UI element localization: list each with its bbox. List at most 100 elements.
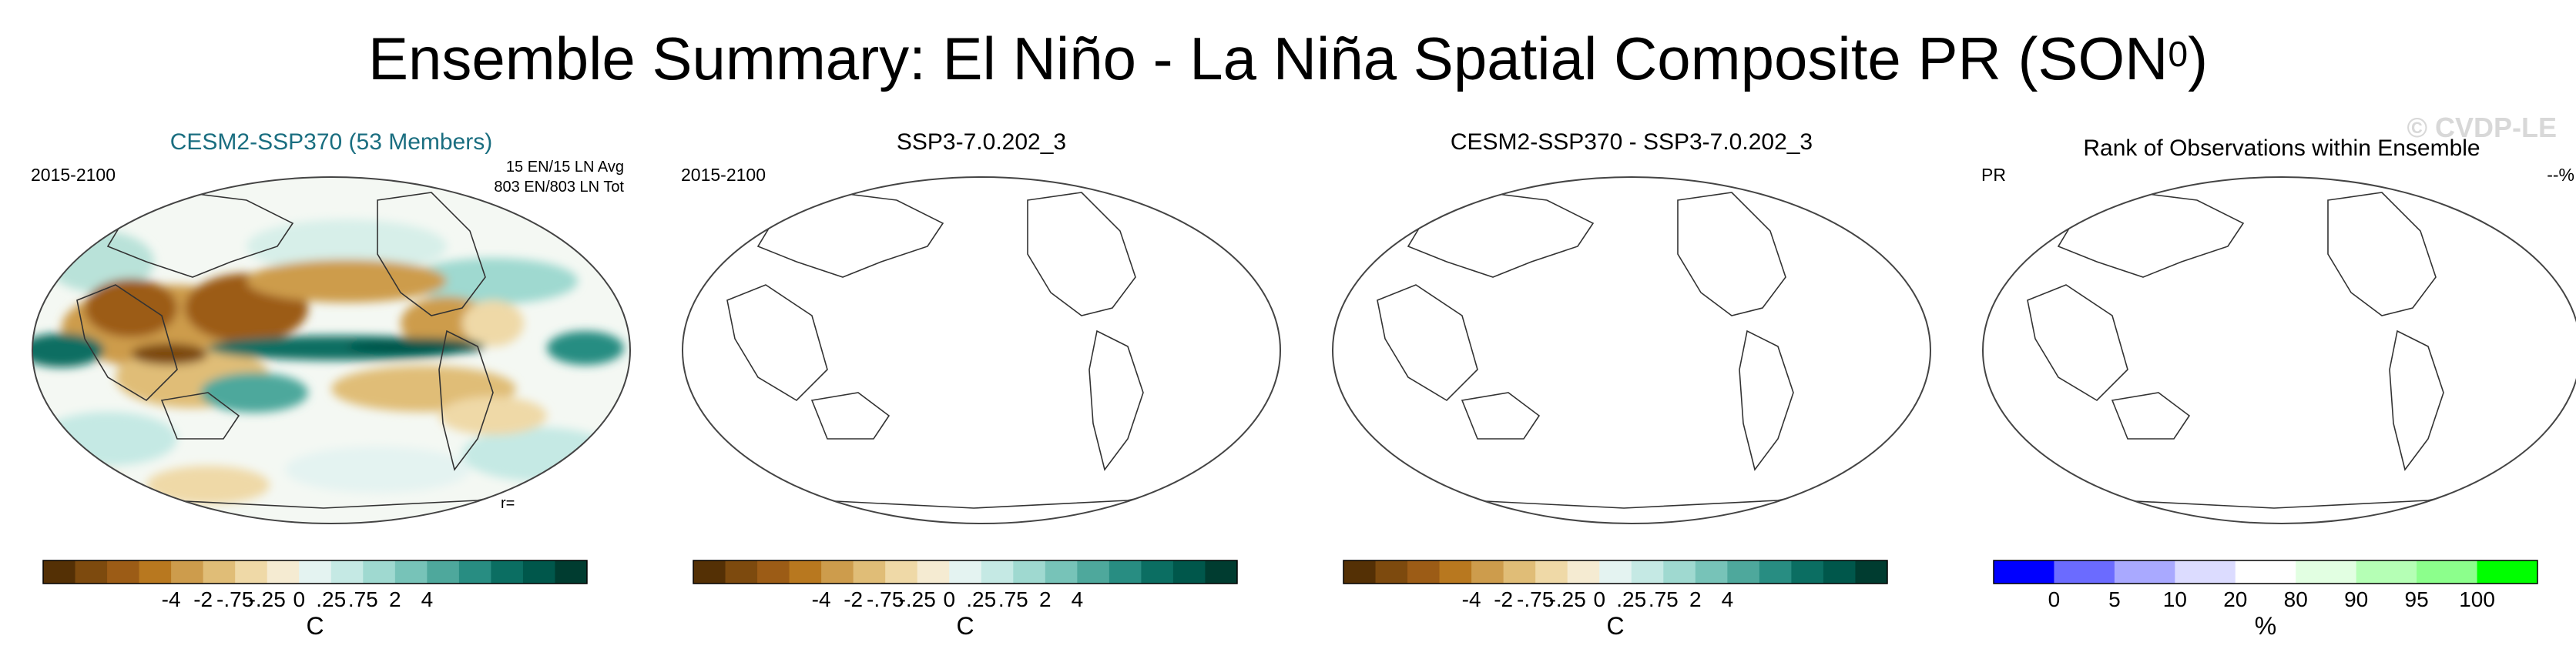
colorbar-swatch: [394, 560, 428, 584]
colorbar-swatch: [1599, 560, 1632, 584]
colorbar-tick-label: 4: [1722, 587, 1734, 611]
colorbar-tick-label: -2: [193, 587, 213, 611]
colorbar-swatch: [1727, 560, 1760, 584]
map-border: [1982, 176, 2576, 524]
colorbar-swatch: [1343, 560, 1377, 584]
colorbar-swatch: [1013, 560, 1046, 584]
colorbar-swatch: [1503, 560, 1536, 584]
percent-label: --%: [2547, 165, 2574, 185]
colorbar-tick-label: 10: [2163, 587, 2187, 611]
colorbar-tick-label: -.75: [867, 587, 904, 611]
period-label: 2015-2100: [31, 165, 116, 185]
colorbar-tick-label: 2: [389, 587, 401, 611]
colorbar-swatch: [1141, 560, 1174, 584]
colorbar-swatch: [1855, 560, 1888, 584]
colorbar-swatch: [43, 560, 76, 584]
colorbar-frame: [1343, 560, 1888, 584]
colorbar-tick-label: 2: [1039, 587, 1052, 611]
figure-title-superscript: 0: [2168, 34, 2189, 74]
colorbar-swatch: [917, 560, 950, 584]
colorbar-swatch: [757, 560, 790, 584]
colorbar-tick-label: -.25: [1549, 587, 1586, 611]
colorbar-swatch: [1994, 560, 2054, 584]
colorbar-swatch: [1535, 560, 1568, 584]
colorbar-swatch: [725, 560, 758, 584]
correlation-label: r=: [501, 495, 515, 512]
colorbar-tick-label: -.25: [899, 587, 936, 611]
colorbar-swatch: [330, 560, 364, 584]
colorbar-swatch: [693, 560, 726, 584]
colorbar-swatch: [2114, 560, 2175, 584]
panel-title: CESM2-SSP370 - SSP3-7.0.202_3: [1450, 129, 1813, 155]
colorbar-swatch: [1791, 560, 1824, 584]
colorbar-tick-label: .25: [1616, 587, 1646, 611]
figure-title-text: Ensemble Summary: El Niño - La Niña Spat…: [367, 25, 2168, 92]
colorbar-tick-label: -.25: [249, 587, 286, 611]
coastlines: [1996, 192, 2568, 509]
colorbar-tick-label: 5: [2108, 587, 2121, 611]
panel-rank: Rank of Observations within Ensemble PR …: [1966, 115, 2576, 654]
colorbar-tick-label: 95: [2405, 587, 2429, 611]
variable-label: PR: [1981, 165, 2006, 185]
colorbar-tick-label: 0: [1593, 587, 1605, 611]
map-rank: [1982, 176, 2576, 524]
colorbar-units: C: [1606, 612, 1624, 640]
colorbar-tick-label: 20: [2223, 587, 2247, 611]
colorbar-tick-label: .75: [998, 587, 1028, 611]
colorbar-swatch: [2175, 560, 2236, 584]
colorbar-swatch: [555, 560, 588, 584]
colorbar-swatch: [2477, 560, 2538, 584]
precip-field: [32, 177, 630, 524]
colorbar-tick-label: 2: [1689, 587, 1702, 611]
panel-cesm2: CESM2-SSP370 (53 Members) 2015-2100 15 E…: [15, 115, 647, 654]
colorbar-swatch: [171, 560, 204, 584]
colorbar-tick-label: 90: [2344, 587, 2368, 611]
colorbar-swatch: [491, 560, 524, 584]
colorbar-frame: [693, 560, 1238, 584]
colorbar-tick-label: 80: [2284, 587, 2308, 611]
colorbar-swatch: [522, 560, 555, 584]
panel-ssp370: SSP3-7.0.202_3 2015-2100 -4 -2 -.75 -.25 0 .2…: [666, 115, 1297, 654]
colorbar-swatch: [789, 560, 822, 584]
colorbar-swatch: [139, 560, 172, 584]
colorbar-swatch: [299, 560, 332, 584]
colorbar-units: C: [956, 612, 974, 640]
colorbar-tick-label: -2: [1494, 587, 1513, 611]
panel-title: CESM2-SSP370 (53 Members): [169, 129, 493, 155]
colorbar-tick-label: 4: [421, 587, 434, 611]
colorbar-tick-label: .25: [316, 587, 346, 611]
colorbar-swatch: [1109, 560, 1142, 584]
coastlines: [696, 192, 1267, 509]
colorbar-swatch: [1205, 560, 1238, 584]
colorbar-units: %: [2255, 612, 2276, 640]
colorbar-tick-label: -.75: [1517, 587, 1554, 611]
colorbar-tick-label: -4: [1462, 587, 1481, 611]
figure-title-close: ): [2188, 25, 2209, 92]
total-label: 803 EN/803 LN Tot: [494, 179, 624, 196]
colorbar-cesm2: -4 -2 -.75-.25 0 .25.75 2 4 C: [42, 560, 588, 640]
colorbar-units: C: [306, 612, 324, 640]
colorbar-swatch: [981, 560, 1014, 584]
average-label: 15 EN/15 LN Avg: [505, 159, 624, 176]
colorbar-swatch: [853, 560, 886, 584]
map-border: [1332, 176, 1931, 524]
colorbar-rank: 0 5 10 20 80 90 95 100%: [1993, 560, 2538, 640]
colorbar-swatch: [2356, 560, 2417, 584]
colorbar-swatch: [107, 560, 140, 584]
map-border: [682, 176, 1281, 524]
colorbar-swatch: [1695, 560, 1728, 584]
colorbar-swatch: [1823, 560, 1856, 584]
colorbar-swatch: [1077, 560, 1110, 584]
panel-title: Rank of Observations within Ensemble: [2083, 135, 2480, 161]
colorbar-tick-label: 0: [293, 587, 305, 611]
colorbar-ssp370: -4 -2 -.75-.25 0 .25.75 2 4 C: [693, 560, 1238, 640]
colorbar-swatch: [1663, 560, 1696, 584]
colorbar-frame: [42, 560, 588, 584]
colorbar-tick-label: .25: [966, 587, 996, 611]
colorbar-frame: [1993, 560, 2538, 584]
colorbar-tick-label: 0: [943, 587, 955, 611]
colorbar-swatch: [1439, 560, 1472, 584]
colorbar-swatch: [203, 560, 236, 584]
colorbar-swatch: [458, 560, 491, 584]
colorbar-tick-label: -.75: [216, 587, 253, 611]
